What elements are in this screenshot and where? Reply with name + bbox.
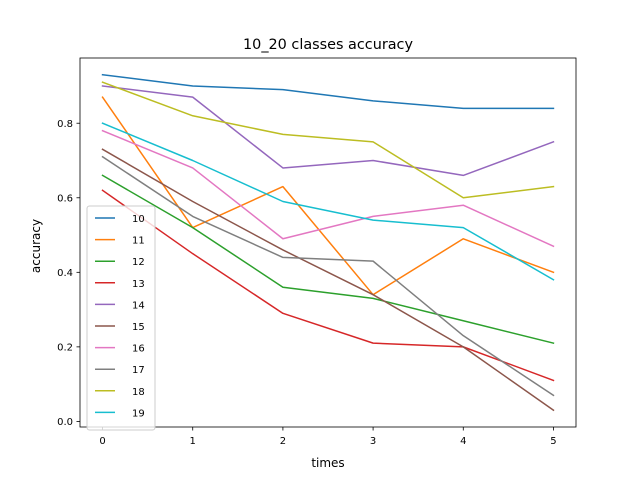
series-line-13 — [101, 189, 555, 382]
series-line-15 — [101, 148, 555, 412]
series-line-14 — [101, 85, 555, 177]
x-tick-label: 4 — [460, 436, 466, 447]
x-tick-label: 3 — [370, 436, 376, 447]
x-tick-label: 5 — [550, 436, 556, 447]
legend-label-15: 15 — [132, 322, 145, 333]
legend-label-13: 13 — [132, 279, 145, 290]
series-line-18 — [101, 81, 555, 199]
y-tick-label: 0.6 — [57, 193, 73, 204]
legend-label-19: 19 — [132, 408, 145, 419]
legend-label-14: 14 — [132, 300, 145, 311]
y-tick-label: 0.4 — [57, 268, 73, 279]
y-tick-label: 0.8 — [57, 119, 73, 130]
axes-frame — [79, 57, 577, 428]
y-axis-label: accuracy — [29, 219, 43, 273]
y-tick-label: 0.2 — [57, 342, 73, 353]
legend-label-10: 10 — [132, 214, 145, 225]
x-tick-label: 2 — [280, 436, 286, 447]
series-line-12 — [101, 174, 555, 345]
legend-label-18: 18 — [132, 387, 145, 398]
legend-label-16: 16 — [132, 344, 145, 355]
y-tick-label: 0.0 — [57, 417, 73, 428]
legend-label-12: 12 — [132, 257, 145, 268]
legend: 10 11 12 13 14 15 16 17 18 19 — [86, 205, 156, 431]
x-axis-label: times — [311, 456, 344, 470]
x-tick-label: 1 — [190, 436, 196, 447]
series-line-10 — [101, 73, 555, 110]
plot-area: 0 1 2 3 4 50.00.20.40.60.81011121314151617181… — [57, 57, 577, 447]
series-line-17 — [101, 155, 555, 397]
legend-frame — [86, 205, 156, 431]
legend-label-11: 11 — [132, 236, 145, 247]
series-line-19 — [101, 122, 555, 281]
series-line-16 — [101, 129, 555, 248]
x-tick-label: 0 — [99, 436, 105, 447]
legend-label-17: 17 — [132, 365, 145, 376]
chart-title: 10_20 classes accuracy — [243, 37, 413, 53]
